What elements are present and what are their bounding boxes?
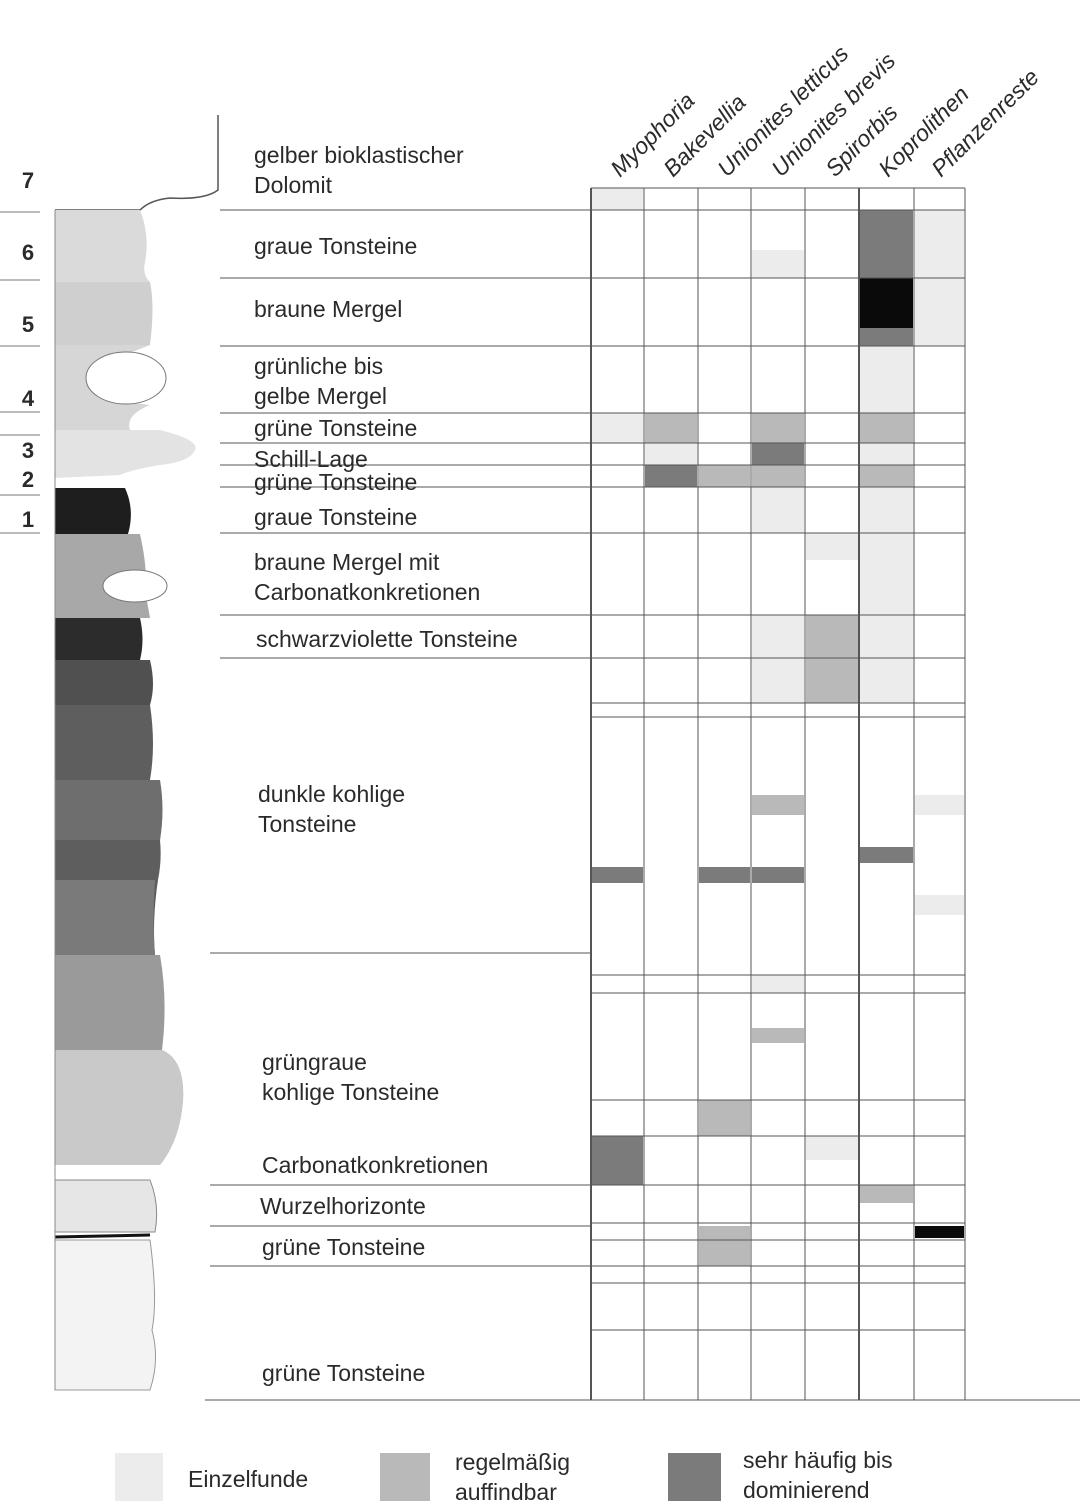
layer-labels: gelber bioklastischer Dolomit graue Tonst… [254, 142, 518, 1386]
abundance-cell [592, 188, 643, 210]
abundance-cell [699, 465, 750, 487]
abundance-cell [860, 413, 913, 443]
taxon-column-lines [590, 187, 966, 1400]
abundance-cell [752, 1028, 804, 1043]
layer-label: schwarzviolette Tonsteine [256, 626, 518, 652]
abundance-cell [915, 1226, 964, 1238]
abundance-cell [752, 975, 804, 993]
abundance-cell [915, 895, 964, 915]
concretion-shape [102, 569, 168, 603]
abundance-cell [592, 867, 643, 883]
taxon-headers: Myophoria Bakevellia Unionites letticus … [605, 40, 1044, 182]
layer-label: grüne Tonsteine [262, 1360, 425, 1386]
unit-number: 6 [22, 240, 34, 265]
layer-label: grüngraue kohlige Tonsteine [262, 1049, 439, 1105]
abundance-cell [860, 278, 913, 328]
unit-number: 3 [22, 438, 34, 463]
unit-numbers: 7 6 5 4 3 2 1 [22, 168, 35, 532]
abundance-cell [752, 250, 804, 278]
legend-swatch-dominant [668, 1453, 721, 1501]
layer-label: graue Tonsteine [254, 233, 417, 259]
unit-number: 4 [22, 386, 35, 411]
abundance-cell [752, 615, 804, 703]
abundance-cell [860, 443, 913, 465]
abundance-cell [860, 346, 913, 413]
stratigraphic-column [54, 115, 219, 1391]
abundance-cell [860, 210, 913, 278]
unit-ticks [0, 211, 40, 534]
abundance-cell [752, 487, 804, 533]
abundance-cell [752, 867, 804, 883]
layer-label: graue Tonsteine [254, 504, 417, 530]
legend: Einzelfunde regelmäßig auffindbar sehr hä… [115, 1447, 893, 1505]
abundance-cell [915, 210, 964, 278]
abundance-cells [592, 188, 964, 1266]
layer-label: grüne Tonsteine [262, 1234, 425, 1260]
abundance-cell [860, 1185, 913, 1203]
layer-label: Wurzelhorizonte [260, 1193, 426, 1219]
layer-boundaries [205, 209, 1080, 1401]
layer-label: dunkle kohlige Tonsteine [258, 781, 405, 837]
abundance-cell [592, 413, 643, 443]
layer-label: grüne Tonsteine [254, 415, 417, 441]
layer-label: grüne Tonsteine [254, 469, 417, 495]
abundance-cell [860, 487, 913, 533]
legend-label-regular: regelmäßig auffindbar [455, 1449, 570, 1505]
layer-label: braune Mergel mit Carbonatkonkretionen [254, 549, 480, 605]
abundance-cell [699, 867, 750, 883]
abundance-cell [645, 465, 697, 487]
abundance-cell [752, 465, 804, 487]
layer-label: grünliche bis gelbe Mergel [254, 353, 387, 409]
concretion-shape [85, 351, 167, 405]
legend-swatch-regular [380, 1453, 430, 1501]
layer-label: Schill-Lage [254, 446, 368, 472]
unit-number: 1 [22, 507, 34, 532]
layer-label: gelber bioklastischer Dolomit [254, 142, 464, 198]
abundance-cell [860, 847, 913, 863]
abundance-cell [806, 1136, 858, 1160]
abundance-cell [860, 328, 913, 346]
legend-label-dominant: sehr häufig bis dominierend [743, 1447, 893, 1503]
abundance-cell [860, 533, 913, 615]
abundance-cell [592, 1136, 643, 1185]
layer-label: Carbonatkonkretionen [262, 1152, 488, 1178]
legend-swatch-rare [115, 1453, 163, 1501]
abundance-cell [860, 615, 913, 703]
abundance-cell [860, 465, 913, 487]
abundance-cell [806, 615, 858, 703]
abundance-cell [806, 533, 858, 560]
unit-number: 7 [22, 168, 34, 193]
abundance-cell [645, 413, 697, 443]
abundance-cell [752, 413, 804, 443]
abundance-cell [915, 795, 964, 815]
abundance-cell [915, 278, 964, 346]
abundance-cell [699, 1226, 750, 1266]
abundance-cell [752, 795, 804, 815]
layer-label: braune Mergel [254, 296, 402, 322]
legend-label-rare: Einzelfunde [188, 1466, 308, 1492]
unit-number: 2 [22, 467, 34, 492]
abundance-cell [752, 443, 804, 465]
abundance-cell [645, 443, 697, 465]
abundance-cell [699, 1100, 750, 1136]
unit-number: 5 [22, 312, 34, 337]
